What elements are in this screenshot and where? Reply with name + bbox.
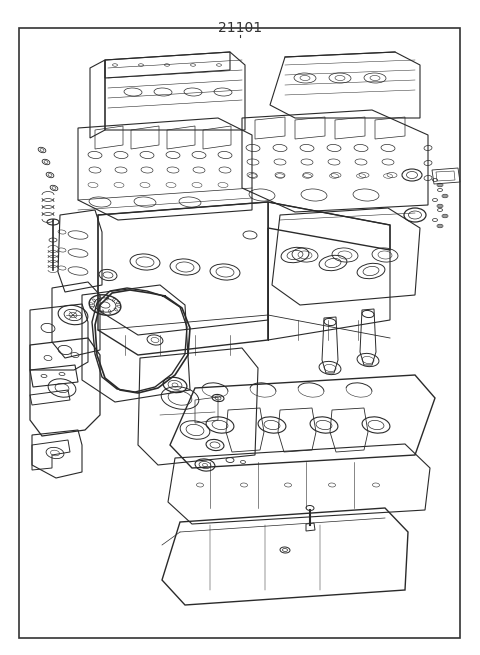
Text: 21101: 21101	[218, 21, 262, 35]
